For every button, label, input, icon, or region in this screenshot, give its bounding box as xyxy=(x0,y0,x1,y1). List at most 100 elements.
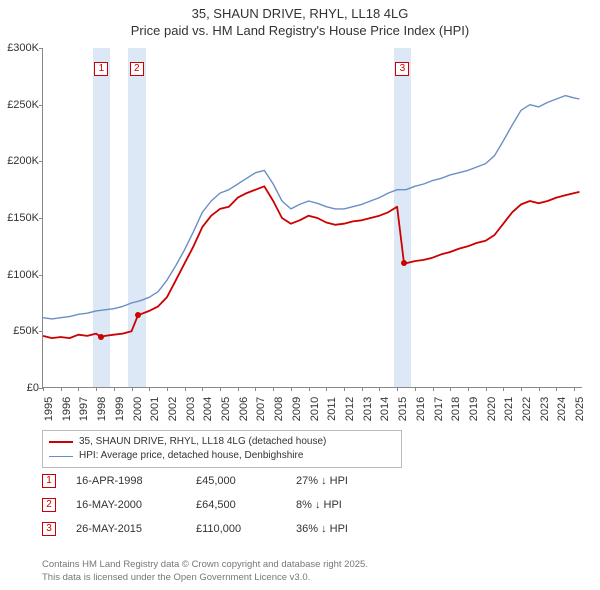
xtick-mark xyxy=(433,387,434,391)
xtick-mark xyxy=(344,387,345,391)
series-property xyxy=(43,186,580,338)
ytick-mark xyxy=(39,105,43,106)
chart-marker-1: 1 xyxy=(94,62,108,76)
xtick-mark xyxy=(486,387,487,391)
xtick-label: 1996 xyxy=(61,397,73,421)
xtick-mark xyxy=(202,387,203,391)
xtick-mark xyxy=(450,387,451,391)
xtick-mark xyxy=(96,387,97,391)
sale-date-3: 26-MAY-2015 xyxy=(76,523,176,535)
sale-marker-2: 2 xyxy=(42,498,56,512)
legend-swatch-hpi xyxy=(49,456,73,457)
title-line1: 35, SHAUN DRIVE, RHYL, LL18 4LG xyxy=(0,6,600,23)
sale-price-2: £64,500 xyxy=(196,499,276,511)
xtick-mark xyxy=(149,387,150,391)
footer-note: Contains HM Land Registry data © Crown c… xyxy=(42,559,562,584)
ytick-mark xyxy=(39,48,43,49)
xtick-label: 2008 xyxy=(273,397,285,421)
chart-marker-3: 3 xyxy=(395,62,409,76)
chart-container: 35, SHAUN DRIVE, RHYL, LL18 4LG Price pa… xyxy=(0,0,600,590)
ytick-label: £200K xyxy=(1,155,39,167)
xtick-mark xyxy=(185,387,186,391)
xtick-label: 1997 xyxy=(78,397,90,421)
xtick-mark xyxy=(78,387,79,391)
xtick-label: 2001 xyxy=(149,397,161,421)
xtick-label: 1995 xyxy=(43,397,55,421)
ytick-mark xyxy=(39,275,43,276)
xtick-mark xyxy=(574,387,575,391)
xtick-label: 2016 xyxy=(415,397,427,421)
plot-area: £0£50K£100K£150K£200K£250K£300K199519961… xyxy=(42,48,582,388)
xtick-label: 2013 xyxy=(362,397,374,421)
chart-marker-2: 2 xyxy=(130,62,144,76)
xtick-label: 2003 xyxy=(185,397,197,421)
xtick-label: 2011 xyxy=(326,397,338,421)
xtick-label: 2015 xyxy=(397,397,409,421)
legend-row-hpi: HPI: Average price, detached house, Denb… xyxy=(49,449,395,463)
xtick-mark xyxy=(61,387,62,391)
legend-row-property: 35, SHAUN DRIVE, RHYL, LL18 4LG (detache… xyxy=(49,435,395,449)
legend: 35, SHAUN DRIVE, RHYL, LL18 4LG (detache… xyxy=(42,430,402,468)
sale-pct-2: 8% ↓ HPI xyxy=(296,499,396,511)
xtick-label: 2025 xyxy=(574,397,586,421)
xtick-label: 1998 xyxy=(96,397,108,421)
ytick-label: £300K xyxy=(1,42,39,54)
xtick-label: 2009 xyxy=(291,397,303,421)
footer-line2: This data is licensed under the Open Gov… xyxy=(42,572,562,584)
xtick-label: 2012 xyxy=(344,397,356,421)
sale-dot xyxy=(135,312,141,318)
xtick-mark xyxy=(503,387,504,391)
xtick-label: 2002 xyxy=(167,397,179,421)
sale-dot xyxy=(401,260,407,266)
xtick-label: 2006 xyxy=(238,397,250,421)
title-block: 35, SHAUN DRIVE, RHYL, LL18 4LG Price pa… xyxy=(0,0,600,40)
xtick-label: 2007 xyxy=(255,397,267,421)
xtick-label: 2010 xyxy=(309,397,321,421)
sale-dot xyxy=(98,334,104,340)
xtick-label: 2023 xyxy=(539,397,551,421)
xtick-mark xyxy=(273,387,274,391)
ytick-mark xyxy=(39,331,43,332)
xtick-label: 2005 xyxy=(220,397,232,421)
sale-marker-1: 1 xyxy=(42,474,56,488)
xtick-mark xyxy=(415,387,416,391)
xtick-label: 2022 xyxy=(521,397,533,421)
xtick-mark xyxy=(255,387,256,391)
sale-row-3: 3 26-MAY-2015 £110,000 36% ↓ HPI xyxy=(42,522,562,536)
ytick-label: £250K xyxy=(1,99,39,111)
xtick-label: 2018 xyxy=(450,397,462,421)
xtick-mark xyxy=(291,387,292,391)
sale-pct-3: 36% ↓ HPI xyxy=(296,523,396,535)
xtick-mark xyxy=(556,387,557,391)
xtick-mark xyxy=(521,387,522,391)
footer-line1: Contains HM Land Registry data © Crown c… xyxy=(42,559,562,571)
xtick-label: 1999 xyxy=(114,397,126,421)
xtick-mark xyxy=(539,387,540,391)
xtick-mark xyxy=(362,387,363,391)
xtick-mark xyxy=(238,387,239,391)
xtick-mark xyxy=(379,387,380,391)
xtick-label: 2000 xyxy=(132,397,144,421)
series-hpi xyxy=(43,96,580,319)
xtick-mark xyxy=(468,387,469,391)
xtick-mark xyxy=(220,387,221,391)
sale-pct-1: 27% ↓ HPI xyxy=(296,475,396,487)
xtick-label: 2017 xyxy=(433,397,445,421)
ytick-label: £150K xyxy=(1,212,39,224)
xtick-label: 2014 xyxy=(379,397,391,421)
xtick-mark xyxy=(43,387,44,391)
legend-swatch-property xyxy=(49,441,73,443)
xtick-label: 2024 xyxy=(556,397,568,421)
line-layer xyxy=(43,48,582,387)
xtick-mark xyxy=(114,387,115,391)
sale-marker-3: 3 xyxy=(42,522,56,536)
sale-price-3: £110,000 xyxy=(196,523,276,535)
xtick-label: 2020 xyxy=(486,397,498,421)
xtick-mark xyxy=(132,387,133,391)
title-line2: Price paid vs. HM Land Registry's House … xyxy=(0,23,600,40)
sale-date-1: 16-APR-1998 xyxy=(76,475,176,487)
xtick-label: 2004 xyxy=(202,397,214,421)
xtick-label: 2019 xyxy=(468,397,480,421)
ytick-mark xyxy=(39,218,43,219)
legend-label-hpi: HPI: Average price, detached house, Denb… xyxy=(79,449,303,463)
